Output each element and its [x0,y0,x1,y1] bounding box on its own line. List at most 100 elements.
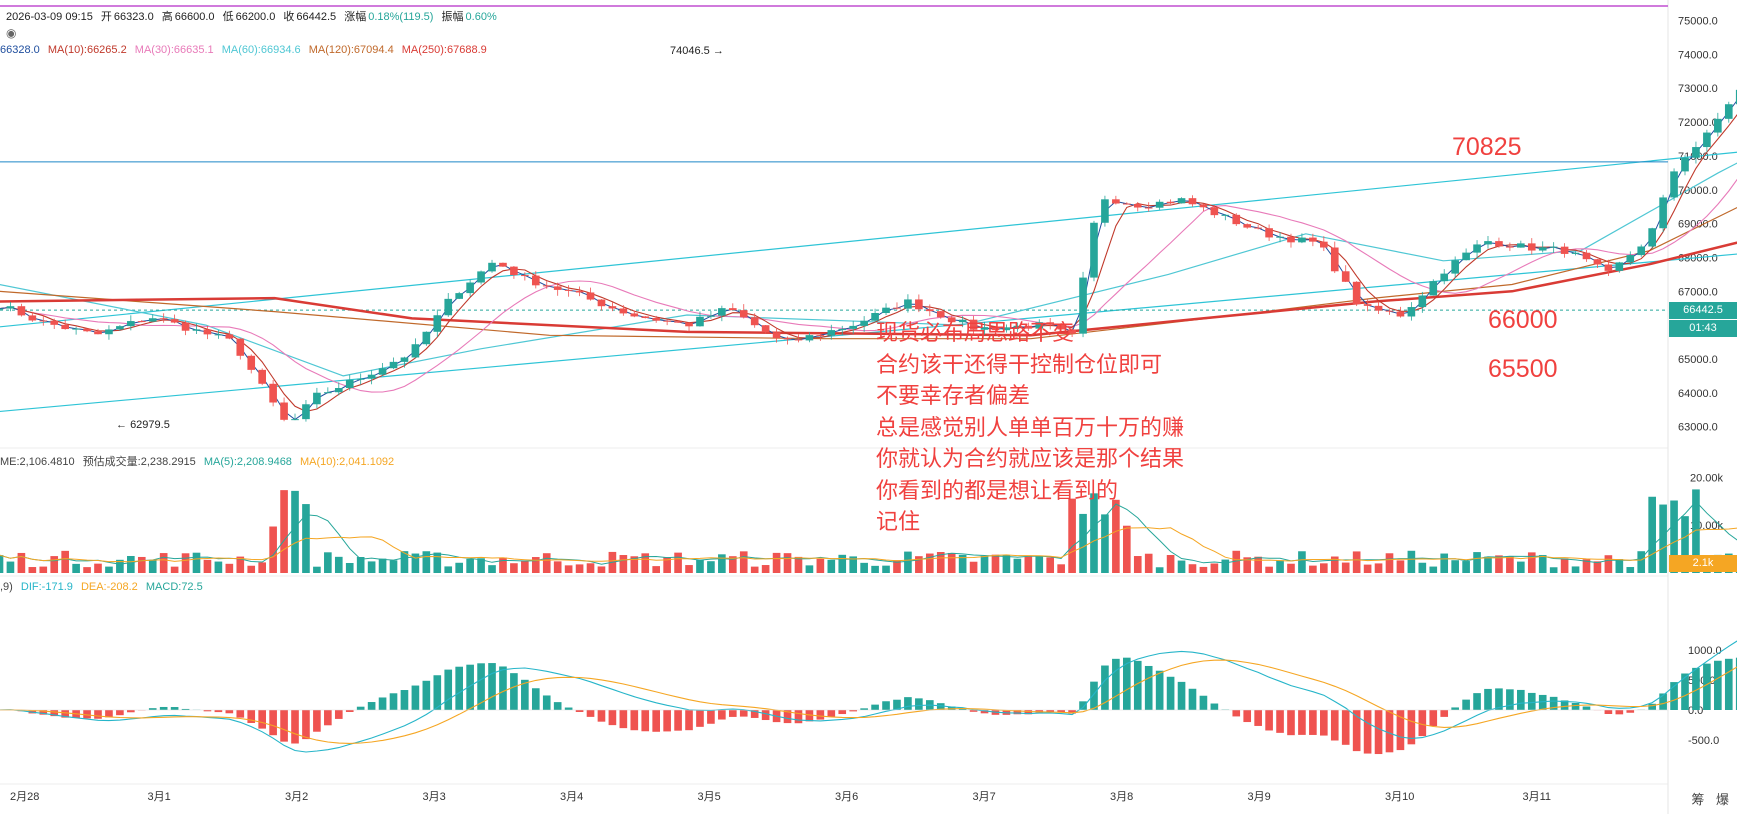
volume-bar [0,555,3,573]
macd-hist-bar [1298,710,1306,735]
candle-body [784,338,792,339]
ma-legend-0: 66328.0 [0,44,40,56]
candle-body [1703,133,1711,147]
volume-bar [1046,557,1054,573]
volume-bar [215,562,223,573]
candle-body [1583,253,1591,259]
candle-body [313,393,321,405]
candle-body [324,392,332,393]
macd-hist-bar [1232,710,1240,716]
candle-body [641,316,649,318]
macd-hist-bar [1090,682,1098,710]
volume-bar [1211,563,1219,573]
volume-bar [1386,553,1394,573]
volume-bar [324,552,332,573]
candle-body [1626,255,1634,262]
candle-body [554,286,562,290]
candle-body [532,276,540,286]
macd-hist-bar [1451,707,1459,710]
candle-body [1298,238,1306,243]
candle-body [1616,262,1624,270]
macd-hist-bar [685,710,693,730]
volume-bar [390,560,398,573]
candle-body [740,310,748,317]
macd-hist-bar [357,707,365,710]
candle-body [1145,208,1153,209]
volume-bar [1517,562,1525,573]
candle-body [1725,104,1733,119]
candle-body [1090,223,1098,278]
volume-bar [50,556,58,573]
macd-hist-bar [1309,710,1317,735]
macd-legend-1: DIF:-171.9 [21,581,73,593]
volume-last-text: 2.1k [1693,557,1714,569]
volume-bar [1572,566,1580,573]
candle-body [1134,204,1142,208]
candle-body [127,321,135,326]
macd-hist-bar [160,707,168,710]
candle-body [105,329,113,334]
candle-body [1156,202,1164,208]
eye-icon[interactable]: ◉ [6,26,16,40]
volume-bar [18,553,26,573]
level-66000-label: 66000 [1488,306,1558,335]
macd-hist-bar [762,710,770,720]
candle-body [1659,197,1667,228]
candle-body [193,329,201,330]
level-65500-label: 65500 [1488,355,1558,384]
candle-body [860,321,868,326]
volume-bar [499,558,507,573]
candle-body [1408,307,1416,316]
volume-bar [1057,564,1065,573]
volume-bar [1189,564,1197,573]
volume-bar [948,553,956,573]
header-datetime: 2026-03-09 09:15 [6,11,93,23]
macd-legend-3: MACD:72.5 [146,581,203,593]
candle-body [1353,282,1361,304]
candle-body [1572,253,1580,254]
ma-legend-4: MA(120):67094.4 [309,44,394,56]
volume-bar [1287,564,1295,573]
ma5-line [0,53,1737,420]
candle-body [1364,304,1372,306]
candle-body [1462,253,1470,261]
macd-hist-bar [630,710,638,730]
candle-body [1211,207,1219,215]
date-tick-label: 3月2 [285,791,308,803]
candle-body [1517,243,1525,247]
volume-bar [1419,563,1427,573]
macd-hist-bar [379,697,387,710]
macd-hist-bar [433,675,441,710]
candle-body [773,332,781,338]
volume-bar [1550,567,1558,573]
macd-hist-bar [1419,710,1427,736]
macd-hist-bar [729,710,737,717]
macd-hist-bar [1725,659,1733,710]
low-label: 低 [223,11,234,23]
candle-body [1561,247,1569,254]
macd-hist-bar [587,710,595,717]
candle-body [521,275,529,276]
candle-body [696,317,704,327]
candle-body [817,335,825,336]
volume-bar [1145,554,1153,573]
candle-body [302,404,310,419]
volume-bar [1298,551,1306,573]
ma-legend-5: MA(250):67688.9 [402,44,487,56]
candle-body [685,323,693,327]
chip-distribution-icon[interactable]: 筹 [1691,792,1704,807]
volume-bar [72,564,80,573]
price-tick-label: 75000.0 [1678,16,1718,28]
candle-body [444,299,452,315]
candle-body [0,309,3,310]
macd-hist-bar [499,666,507,710]
candle-body [893,308,901,309]
candle-body [510,267,518,275]
liquidation-icon[interactable]: 爆 [1716,792,1729,807]
macd-hist-bar [1342,710,1350,745]
volume-tick-label: 20.00k [1690,472,1724,484]
volume-bar [773,553,781,573]
macd-hist-bar [696,710,704,727]
